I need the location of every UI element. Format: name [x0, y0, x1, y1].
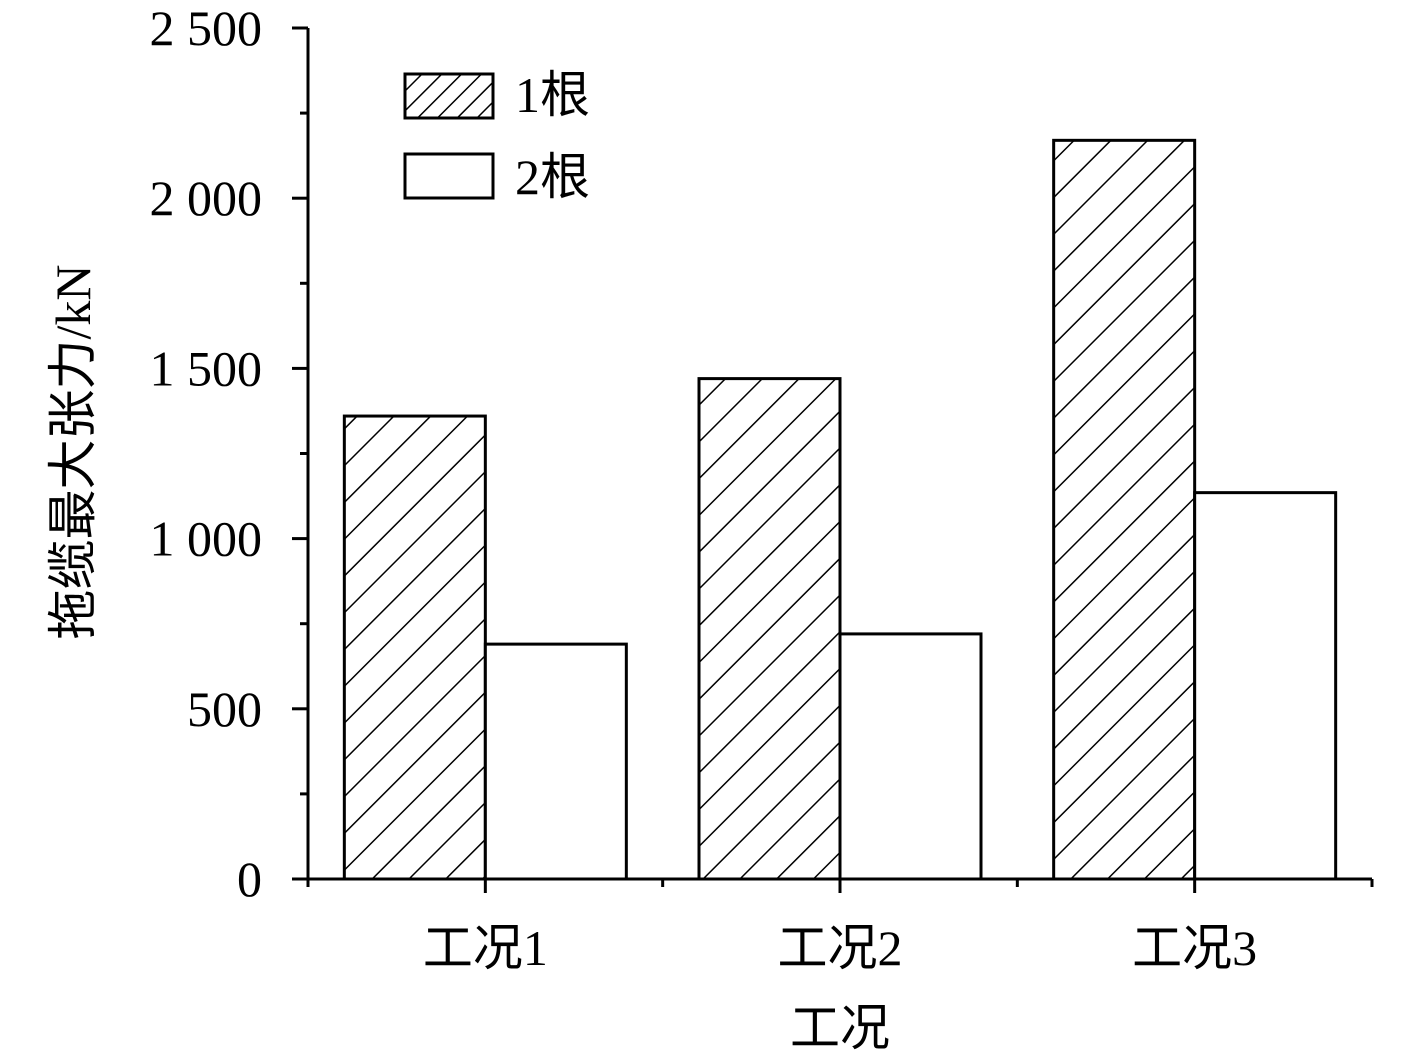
legend-swatch-2gen: [403, 152, 495, 200]
bars-layer: [342, 138, 1338, 881]
x-axis-title: 工况: [790, 1000, 890, 1056]
legend-label-1gen: 1根: [515, 67, 590, 123]
y-tick-label: 2 500: [150, 0, 263, 56]
labels-layer: 0 500 1 000 1 500 2 000 2 500 工况1 工况2 工况3: [150, 0, 1258, 976]
legend-swatch-1gen: [403, 72, 495, 120]
bar-1-2: [697, 377, 842, 881]
y-tick-label: 2 000: [150, 170, 263, 226]
y-tick-label: 500: [187, 681, 262, 737]
bar-2-3: [1193, 491, 1338, 881]
bar-1-3: [1052, 138, 1197, 881]
legend-label-2gen: 2根: [515, 149, 590, 205]
y-axis-title: 拖缆最大张力/kN: [45, 265, 101, 640]
y-tick-label: 0: [237, 851, 262, 907]
x-tick-label: 工况1: [423, 920, 548, 976]
bar-2-2: [838, 632, 983, 881]
y-tick-label: 1 000: [150, 511, 263, 567]
y-tick-label: 1 500: [150, 340, 263, 396]
legend: 1根 2根: [403, 67, 590, 205]
bar-1-1: [342, 414, 487, 881]
bar-2-1: [483, 642, 628, 881]
x-tick-label: 工况3: [1132, 920, 1257, 976]
axes-layer: [292, 26, 1374, 893]
x-tick-label: 工况2: [778, 920, 903, 976]
